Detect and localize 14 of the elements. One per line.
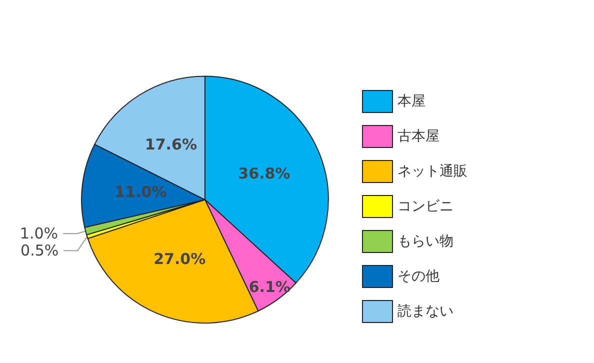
data-label: 27.0% [154, 250, 206, 268]
data-label: 11.0% [114, 182, 167, 201]
data-label: 0.5% [20, 242, 59, 260]
legend-label: もらい物 [398, 234, 454, 250]
legend-label: 本屋 [398, 94, 426, 110]
legend-label: 古本屋 [398, 128, 440, 144]
data-label: 17.6% [144, 136, 197, 154]
legend-label: その他 [398, 268, 440, 284]
data-label: 36.8% [238, 164, 290, 183]
legend-label: ネット通販 [398, 164, 468, 180]
legend-label: 読まない [398, 304, 454, 320]
data-label: 6.1% [248, 278, 290, 296]
data-label: 1.0% [20, 224, 58, 243]
legend-label: コンビニ [398, 198, 454, 214]
